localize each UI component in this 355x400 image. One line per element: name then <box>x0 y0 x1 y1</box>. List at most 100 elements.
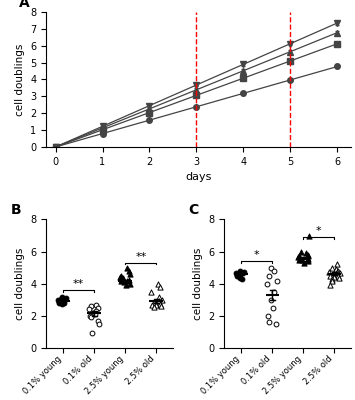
Point <box>61 300 66 306</box>
Point <box>119 276 124 282</box>
Text: *: * <box>316 226 322 236</box>
Point <box>266 313 271 319</box>
Point <box>331 274 337 280</box>
Point <box>97 321 102 327</box>
Point <box>237 268 243 274</box>
Point <box>237 275 243 281</box>
Y-axis label: cell doublings: cell doublings <box>193 248 203 320</box>
Point <box>86 306 92 313</box>
Point <box>93 302 99 308</box>
Point <box>329 272 335 278</box>
Point <box>127 280 133 287</box>
Point <box>271 288 277 295</box>
Point <box>58 298 64 305</box>
Point <box>306 258 311 264</box>
Point <box>121 279 127 285</box>
Point <box>59 293 65 300</box>
Point <box>295 254 301 260</box>
Point <box>270 305 276 311</box>
Point <box>118 277 124 284</box>
Point <box>123 281 129 288</box>
Point <box>151 304 157 310</box>
Point <box>334 261 339 268</box>
Point <box>327 282 333 288</box>
Point <box>127 268 132 274</box>
Point <box>56 299 62 306</box>
Point <box>266 319 272 326</box>
Point <box>329 277 335 284</box>
Point <box>335 268 341 274</box>
Point <box>241 269 247 276</box>
X-axis label: days: days <box>186 172 212 182</box>
Point <box>91 310 96 316</box>
Point <box>306 232 311 239</box>
Text: C: C <box>189 203 199 217</box>
Point <box>296 253 301 260</box>
Text: *: * <box>254 250 260 260</box>
Y-axis label: cell doublings: cell doublings <box>15 43 24 116</box>
Point <box>236 271 242 277</box>
Point <box>95 318 100 324</box>
Point <box>120 275 126 281</box>
Point <box>272 268 277 274</box>
Text: **: ** <box>135 252 146 262</box>
Text: **: ** <box>73 279 84 289</box>
Point <box>237 274 242 280</box>
Point <box>264 280 270 287</box>
Point <box>335 272 340 279</box>
Point <box>159 296 165 303</box>
Point <box>158 303 164 310</box>
Point <box>92 311 98 318</box>
Point <box>269 264 274 271</box>
Point <box>303 250 308 256</box>
Point <box>95 305 101 311</box>
Point <box>235 273 241 280</box>
Point <box>93 308 99 314</box>
Point <box>327 273 333 280</box>
Point <box>63 295 69 301</box>
Point <box>157 284 163 290</box>
Point <box>89 330 95 336</box>
Point <box>305 256 310 262</box>
Point <box>334 266 339 272</box>
Point <box>239 276 245 282</box>
Point <box>297 255 302 261</box>
Text: B: B <box>11 203 21 217</box>
Point <box>157 301 162 307</box>
Point <box>326 268 332 275</box>
Point <box>57 297 62 304</box>
Point <box>299 248 304 255</box>
Point <box>329 264 335 271</box>
Point <box>305 252 311 259</box>
Point <box>117 274 123 280</box>
Point <box>88 314 94 321</box>
Point <box>55 296 60 303</box>
Point <box>127 271 132 277</box>
Point <box>125 264 130 271</box>
Point <box>59 298 65 305</box>
Point <box>153 302 159 309</box>
Point <box>234 272 240 279</box>
Point <box>148 288 154 295</box>
Point <box>336 275 342 281</box>
Point <box>233 270 239 276</box>
Point <box>56 300 61 306</box>
Point <box>334 269 340 276</box>
Point <box>296 256 302 263</box>
Point <box>156 298 162 305</box>
Point <box>118 272 124 279</box>
Point <box>60 301 65 307</box>
Point <box>88 303 94 310</box>
Point <box>274 277 279 284</box>
Point <box>87 313 93 319</box>
Point <box>235 272 240 278</box>
Point <box>269 296 274 303</box>
Point <box>266 272 272 279</box>
Point <box>305 252 310 258</box>
Point <box>301 260 307 266</box>
Point <box>149 302 155 308</box>
Point <box>59 296 64 302</box>
Point <box>334 271 340 277</box>
Point <box>329 276 335 282</box>
Point <box>273 321 279 327</box>
